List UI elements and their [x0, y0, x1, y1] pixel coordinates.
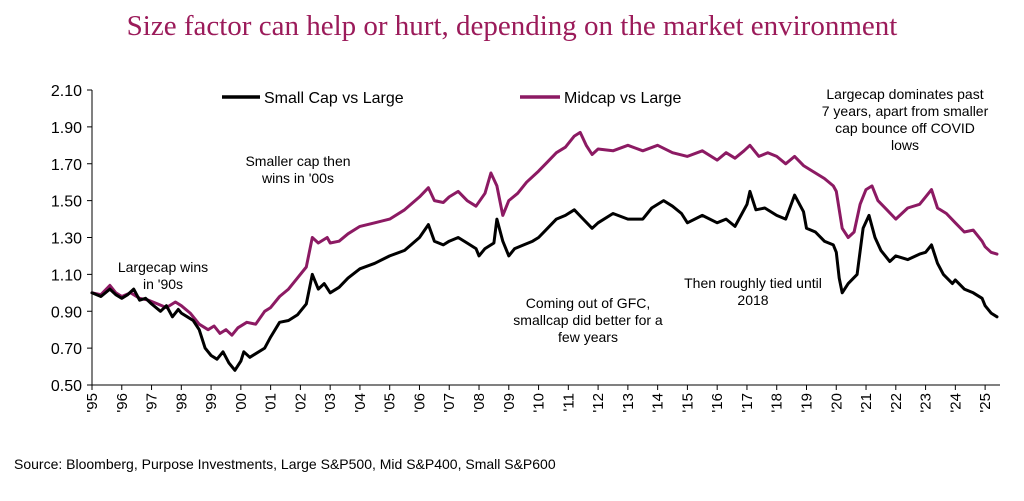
- x-tick-label: '01: [263, 393, 280, 413]
- x-tick-label: '09: [501, 393, 518, 413]
- x-tick-label: '16: [709, 393, 726, 413]
- x-tick-label: '05: [382, 393, 399, 413]
- x-tick-label: '15: [679, 393, 696, 413]
- x-tick-label: '96: [114, 393, 131, 413]
- annotation-line: few years: [558, 329, 618, 345]
- x-tick-label: '08: [471, 393, 488, 413]
- annotation-line: lows: [891, 137, 919, 153]
- x-tick-label: '95: [84, 393, 101, 413]
- x-tick-label: '14: [650, 393, 667, 413]
- legend: Small Cap vs Large Midcap vs Large: [222, 90, 681, 107]
- annotation-line: Coming out of GFC,: [526, 295, 651, 311]
- legend-label-small-cap: Small Cap vs Large: [264, 90, 404, 107]
- x-tick-label: '10: [531, 393, 548, 413]
- x-tick-label: '97: [144, 393, 161, 413]
- y-tick-label: 0.90: [51, 304, 82, 321]
- x-tick-label: '03: [322, 393, 339, 413]
- x-tick-label: '13: [620, 393, 637, 413]
- series-line-small-cap: [90, 189, 999, 372]
- source-note: Source: Bloomberg, Purpose Investments, …: [14, 456, 556, 472]
- x-tick-label: '02: [292, 393, 309, 413]
- annotation-line: Largecap wins: [118, 259, 208, 275]
- y-tick-label: 1.70: [51, 157, 82, 174]
- x-tick-label: '98: [173, 393, 190, 413]
- y-tick-label: 1.90: [51, 120, 82, 137]
- y-axis: 0.50 0.70 0.90 1.10 1.30 1.50 1.70 1.90 2.10: [51, 83, 93, 395]
- annotation-line: Largecap dominates past: [826, 86, 983, 102]
- annotation-line: 2018: [737, 292, 768, 308]
- x-tick-label: '11: [560, 393, 577, 411]
- y-tick-label: 0.50: [51, 378, 82, 395]
- annotation-line: 7 years, apart from smaller: [822, 103, 989, 119]
- y-tick-label: 1.50: [51, 194, 82, 211]
- series-line-midcap: [90, 130, 999, 337]
- annotation-a3: Coming out of GFC,smallcap did better fo…: [513, 295, 663, 345]
- x-tick-label: '23: [918, 393, 935, 413]
- series-layer: [90, 130, 999, 372]
- annotation-line: cap bounce off COVID: [835, 120, 975, 136]
- x-tick-label: '04: [352, 393, 369, 413]
- x-tick-label: '20: [828, 393, 845, 413]
- annotation-line: smallcap did better for a: [513, 312, 663, 328]
- x-tick-label: '06: [411, 393, 428, 413]
- annotation-line: in '90s: [143, 276, 183, 292]
- x-tick-label: '12: [590, 393, 607, 413]
- y-tick-label: 2.10: [51, 83, 82, 100]
- x-tick-label: '25: [977, 393, 994, 413]
- x-tick-label: '19: [798, 393, 815, 413]
- legend-label-midcap: Midcap vs Large: [564, 90, 681, 107]
- y-tick-label: 0.70: [51, 341, 82, 358]
- x-tick-label: '18: [769, 393, 786, 413]
- annotation-line: wins in '00s: [261, 170, 334, 186]
- annotation-line: Then roughly tied until: [684, 275, 822, 291]
- x-tick-label: '00: [233, 393, 250, 413]
- chart-title: Size factor can help or hurt, depending …: [126, 10, 898, 42]
- y-tick-label: 1.10: [51, 267, 82, 284]
- x-axis: '95 '96 '97 '98 '99 '00 '01 '02 '03 '04 '05 '06 '07 '…: [84, 384, 1000, 413]
- x-tick-label: '21: [858, 393, 875, 413]
- y-tick-label: 1.30: [51, 231, 82, 248]
- x-tick-label: '24: [947, 393, 964, 413]
- annotation-line: Smaller cap then: [245, 153, 350, 169]
- x-tick-label: '07: [441, 393, 458, 413]
- x-tick-label: '99: [203, 393, 220, 413]
- x-tick-label: '22: [888, 393, 905, 413]
- x-tick-label: '17: [739, 393, 756, 413]
